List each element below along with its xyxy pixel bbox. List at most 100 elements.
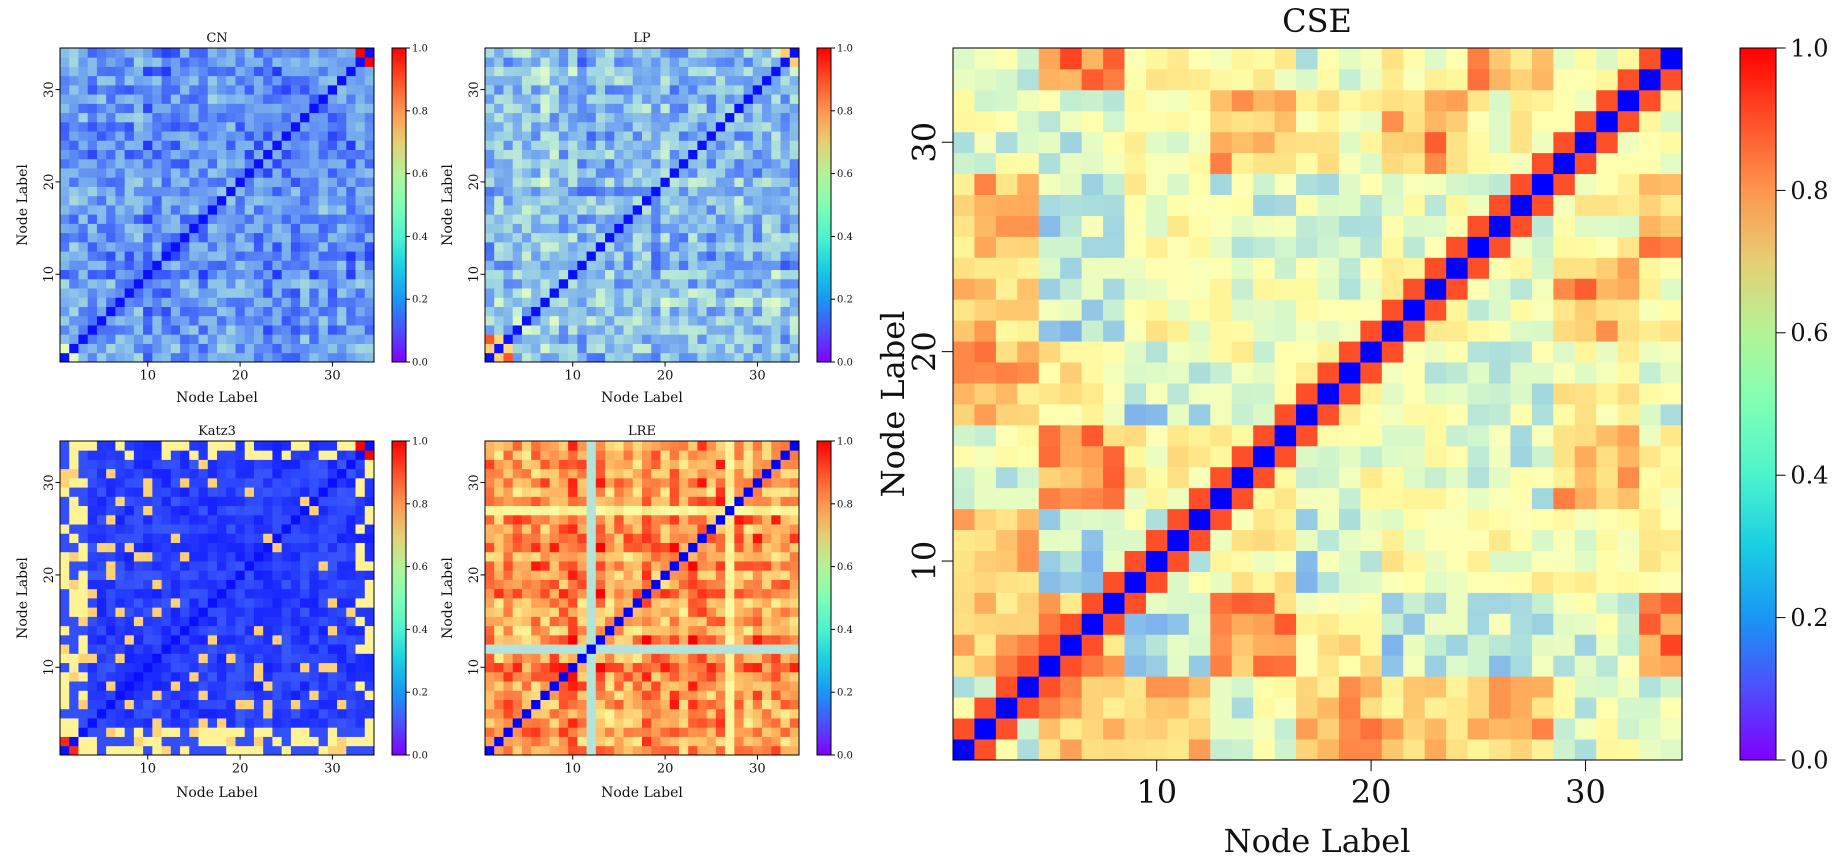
heatmap-cell: [568, 653, 578, 664]
heatmap-cell: [531, 205, 541, 215]
heatmap-cell: [512, 653, 523, 664]
heatmap-cell: [180, 496, 190, 507]
heatmap-cell: [152, 690, 162, 700]
heatmap-cell: [207, 477, 218, 488]
heatmap-cell: [355, 477, 366, 488]
heatmap-cell: [669, 195, 680, 206]
heatmap-cell: [953, 613, 975, 635]
heatmap-cell: [789, 66, 800, 77]
heatmap-cell: [1081, 613, 1104, 635]
heatmap-cell: [688, 343, 698, 354]
heatmap-cell: [669, 269, 680, 280]
heatmap-cell: [327, 561, 338, 571]
heatmap-cell: [106, 699, 116, 710]
heatmap-cell: [78, 514, 89, 525]
heatmap-cell: [290, 241, 301, 252]
heatmap-cell: [771, 223, 781, 234]
heatmap-cell: [577, 57, 587, 67]
heatmap-cell: [217, 306, 227, 317]
heatmap-cell: [281, 570, 292, 580]
x-tick-label: 20: [657, 369, 674, 384]
heatmap-cell: [235, 644, 246, 654]
heatmap-cell: [263, 315, 273, 326]
heatmap-cell: [678, 533, 689, 543]
heatmap-cell: [549, 334, 560, 344]
heatmap-cell: [678, 745, 689, 756]
heatmap-cell: [198, 616, 209, 627]
heatmap-cell: [642, 149, 652, 160]
heatmap-cell: [253, 616, 264, 627]
heatmap-cell: [558, 441, 569, 451]
heatmap-cell: [669, 598, 680, 608]
heatmap-cell: [143, 75, 153, 86]
heatmap-cell: [558, 352, 569, 363]
heatmap-cell: [725, 75, 735, 86]
heatmap-cell: [715, 598, 726, 608]
heatmap-cell: [568, 269, 578, 280]
heatmap-cell: [290, 579, 301, 590]
heatmap-cell: [521, 334, 532, 344]
heatmap-cell: [290, 232, 301, 243]
heatmap-cell: [725, 671, 735, 682]
heatmap-cell: [762, 177, 772, 187]
heatmap-cell: [595, 524, 606, 534]
heatmap-cell: [133, 496, 144, 507]
heatmap-cell: [115, 736, 126, 747]
heatmap-cell: [170, 542, 181, 553]
colorbar-lre: 0.00.20.40.60.81.0: [816, 437, 853, 762]
heatmap-cell: [789, 736, 800, 747]
heatmap-cell: [494, 533, 504, 543]
heatmap-cell: [577, 149, 587, 160]
heatmap-cell: [632, 570, 643, 580]
heatmap-cell: [364, 121, 375, 132]
heatmap-cell: [577, 288, 587, 298]
heatmap-cell: [309, 468, 319, 479]
heatmap-cell: [309, 241, 319, 252]
heatmap-cell: [309, 103, 319, 114]
heatmap-cell: [642, 315, 652, 326]
heatmap-cell: [595, 66, 606, 77]
heatmap-cell: [771, 251, 781, 261]
heatmap-cell: [697, 75, 708, 86]
heatmap-cell: [715, 94, 726, 104]
heatmap-cell: [485, 551, 495, 562]
heatmap-cell: [771, 260, 781, 271]
heatmap-cell: [309, 736, 319, 747]
heatmap-cell: [124, 140, 135, 150]
heatmap-cell: [558, 690, 569, 700]
heatmap-cell: [272, 496, 283, 507]
heatmap-cell: [494, 718, 504, 728]
heatmap-cell: [318, 241, 329, 252]
heatmap-cell: [725, 288, 735, 298]
heatmap-cell: [771, 140, 781, 150]
heatmap-cell: [226, 598, 236, 608]
heatmap-cell: [133, 625, 144, 636]
heatmap-cell: [540, 551, 551, 562]
heatmap-cell: [531, 232, 541, 243]
heatmap-cell: [235, 727, 246, 737]
heatmap-cell: [752, 186, 763, 197]
heatmap-cell: [503, 551, 514, 562]
heatmap-cell: [605, 325, 615, 335]
heatmap-cell: [715, 579, 726, 590]
heatmap-cell: [734, 205, 744, 215]
heatmap-cell: [605, 94, 615, 104]
heatmap-cell: [660, 662, 671, 673]
heatmap-cell: [96, 158, 107, 169]
heatmap-cell: [586, 477, 597, 488]
title-lre: LRE: [628, 424, 656, 439]
heatmap-cell: [660, 177, 671, 187]
heatmap-cell: [558, 708, 569, 719]
heatmap-cell: [771, 450, 781, 460]
heatmap-cell: [521, 269, 532, 280]
heatmap-cell: [124, 487, 135, 497]
heatmap-cell: [300, 325, 310, 335]
heatmap-cell: [568, 579, 578, 590]
heatmap-cell: [697, 662, 708, 673]
heatmap-cell: [207, 343, 218, 354]
heatmap-cell: [752, 278, 763, 289]
heatmap-cell: [337, 708, 347, 719]
heatmap-cell: [272, 158, 283, 169]
heatmap-cell: [96, 251, 107, 261]
heatmap-cell: [207, 514, 218, 525]
